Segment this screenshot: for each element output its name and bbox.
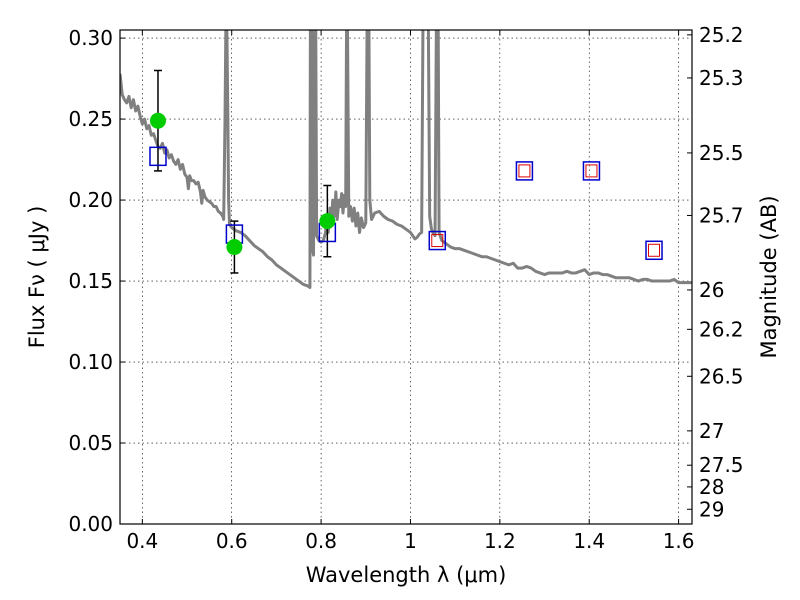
- y-tick-label: 0.10: [68, 350, 113, 374]
- plot-frame: [119, 29, 693, 525]
- mag-tick-label: 29: [699, 497, 724, 521]
- model-square-blue: [428, 230, 447, 251]
- mag-tick-label: 25.2: [699, 23, 744, 47]
- x-tick-label: 0.8: [305, 529, 337, 553]
- model-square-red: [648, 243, 661, 257]
- observed-point: [319, 213, 336, 230]
- y-tick-label: 0.25: [68, 107, 113, 131]
- mag-tick-label: 28: [699, 475, 724, 499]
- model-square-blue: [645, 240, 663, 261]
- x-tick-label: 1.4: [573, 529, 605, 553]
- x-tick-label: 1.2: [484, 529, 516, 553]
- observed-point: [149, 112, 166, 129]
- x-tick-label: 0.6: [216, 529, 248, 553]
- mag-tick-label: 27: [699, 419, 724, 443]
- y-axis-label: Flux Fν ( μJy ): [25, 206, 49, 349]
- grid-lines: [120, 30, 692, 525]
- model-square-red: [518, 164, 531, 178]
- mag-tick-label: 25.5: [699, 141, 744, 165]
- mag-tick-label: 26.2: [699, 317, 744, 341]
- model-square-blue: [515, 161, 534, 181]
- y-tick-label: 0.00: [68, 512, 113, 536]
- y-tick-label: 0.20: [68, 188, 113, 212]
- x-tick-label: 1: [404, 529, 417, 553]
- y-axis-right-label: Magnitude (AB): [757, 195, 781, 358]
- spectrum-line: [120, 30, 692, 290]
- mag-tick-label: 25.3: [699, 66, 744, 90]
- y-tick-label: 0.30: [68, 26, 113, 50]
- series-layer: [120, 30, 692, 290]
- x-axis-label: Wavelength λ (μm): [306, 563, 507, 587]
- model-square-red: [585, 164, 598, 178]
- model-square-red: [431, 234, 444, 248]
- observed-point: [226, 239, 243, 256]
- model-square-blue: [149, 146, 167, 167]
- mag-tick-label: 26.5: [699, 364, 744, 388]
- mag-tick-label: 25.7: [699, 203, 744, 227]
- axes: 0.4 0.6 0.8 1 1.2 1.4 1.6 0.00 0.05 0.10 0.15 0.20 0…: [68, 23, 743, 553]
- model-square-blue: [582, 161, 601, 181]
- y-tick-label: 0.15: [68, 269, 113, 293]
- mag-tick-label: 26: [699, 278, 724, 302]
- y-tick-label: 0.05: [68, 431, 113, 455]
- mag-tick-label: 27.5: [699, 453, 744, 477]
- x-tick-label: 0.4: [126, 529, 158, 553]
- x-tick-label: 1.6: [663, 529, 695, 553]
